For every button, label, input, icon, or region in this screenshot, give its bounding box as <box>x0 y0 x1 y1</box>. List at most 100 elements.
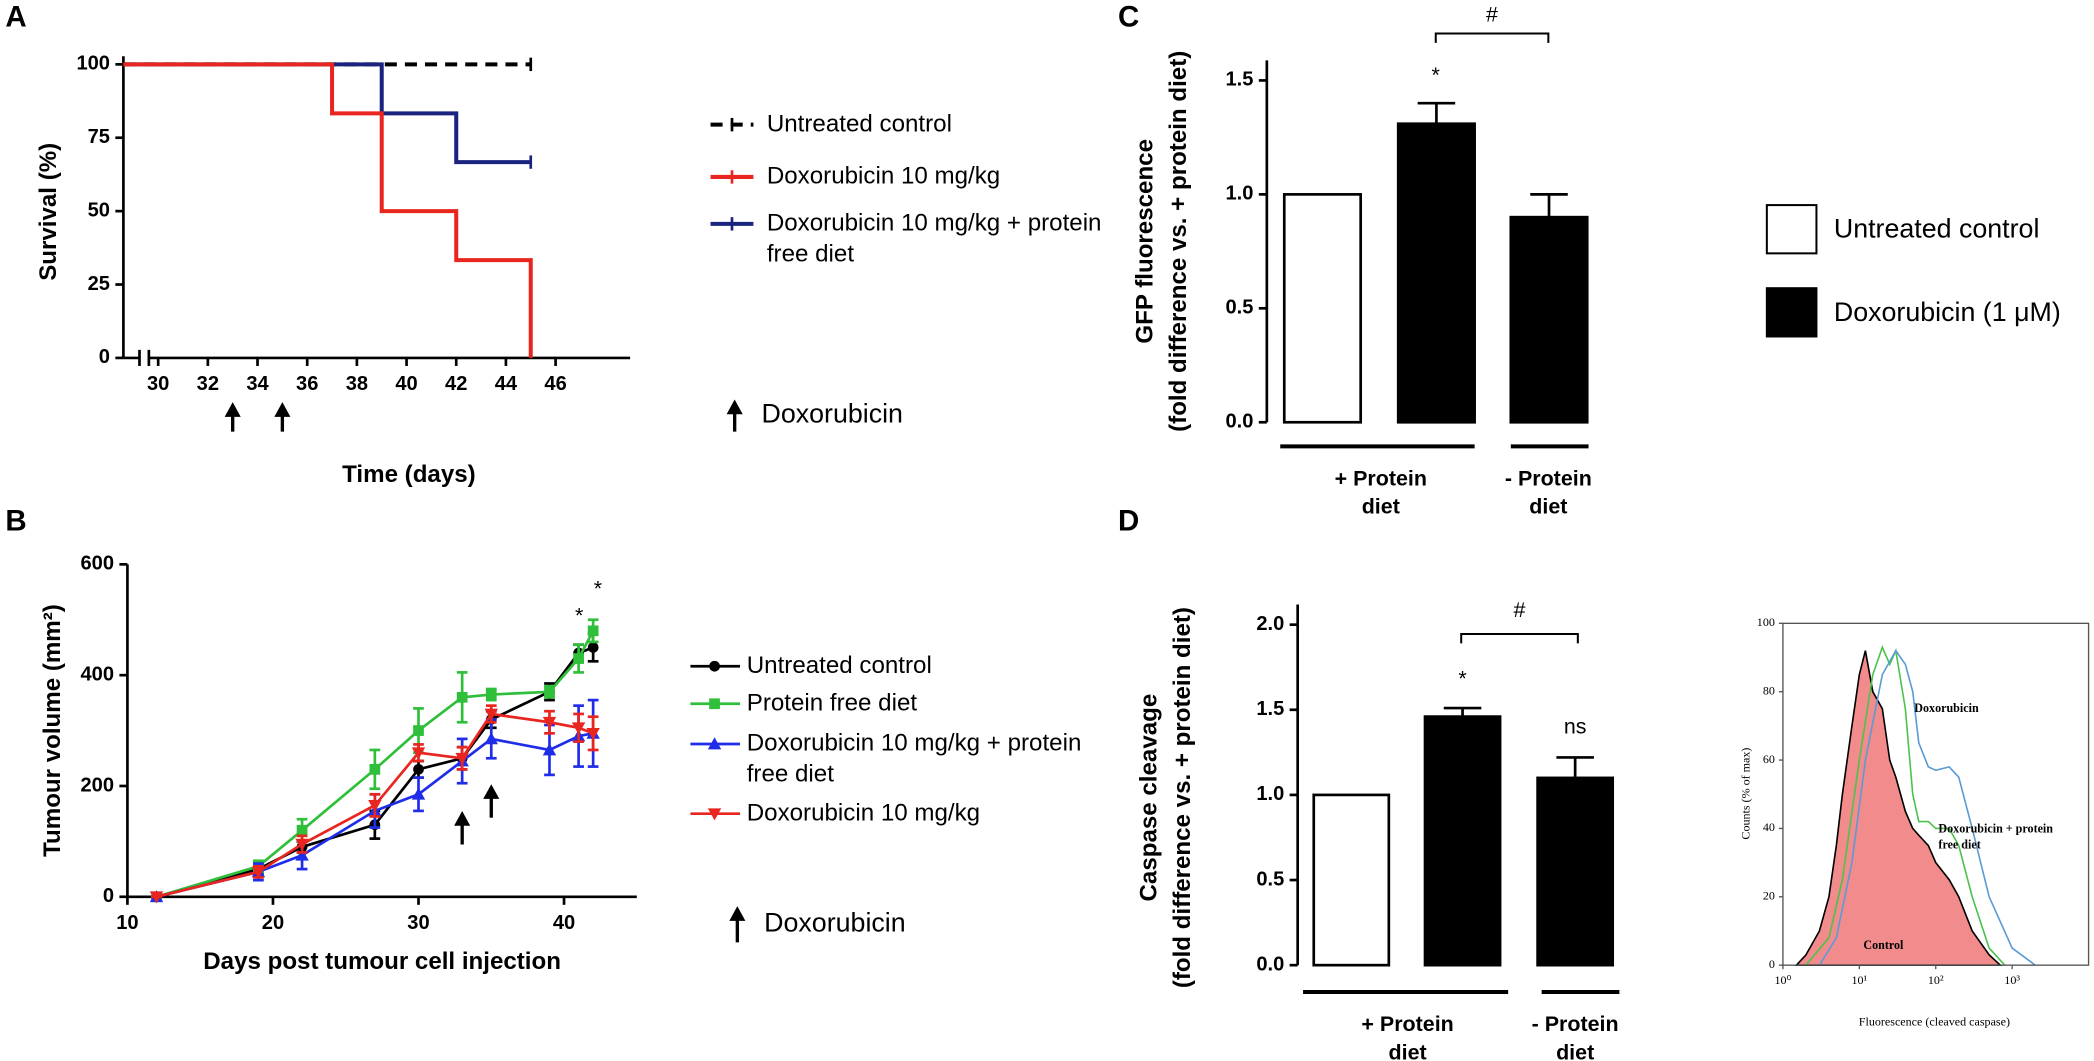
x-tick-label: 44 <box>495 373 518 395</box>
y-axis-title: (fold difference vs. + protein diet) <box>1169 607 1196 988</box>
treatment-arrow <box>454 810 471 845</box>
y-tick-label: 1.0 <box>1256 783 1284 805</box>
legend-label-text: Protein free diet <box>746 689 918 716</box>
x-tick-label: 34 <box>246 373 269 395</box>
y-axis-title: GFP fluorescence <box>1132 139 1159 344</box>
marker <box>295 838 309 851</box>
x-tick-label: 20 <box>262 912 284 934</box>
legend-label-text: Untreated control <box>746 651 932 679</box>
x-axis-title: Time (days) <box>342 461 476 488</box>
bar <box>1423 715 1502 967</box>
marker <box>484 732 498 745</box>
y-axis-title: Survival (%) <box>35 143 62 281</box>
legend-swatch <box>1765 204 1818 255</box>
legend-arrow <box>729 906 746 943</box>
y-tick-label: 75 <box>88 126 110 148</box>
marker <box>709 660 720 672</box>
marker <box>368 800 382 813</box>
curve-label-text: Doxorubicin <box>1914 701 1979 715</box>
legend-swatch <box>1765 287 1818 338</box>
histogram-curve <box>1794 650 2003 966</box>
marker <box>571 722 586 735</box>
bar <box>1312 793 1391 967</box>
arrow-head <box>274 402 291 417</box>
error-bar <box>1443 706 1482 717</box>
group-label: + Protein <box>1361 1012 1453 1036</box>
x-tick-label: 10⁰ <box>1774 973 1791 987</box>
y-tick-label: 100 <box>76 53 110 75</box>
y-tick-label: 0.5 <box>1256 868 1284 890</box>
x-axis-title: Fluorescence (cleaved caspase) <box>1859 1015 2010 1029</box>
significance-mark: * <box>1458 666 1466 690</box>
legend-arrow <box>726 399 743 432</box>
y-tick-label: 0 <box>103 885 114 907</box>
marker <box>413 725 424 736</box>
curve-label: Doxorubicin + protein free diet <box>1938 822 2053 851</box>
x-tick-label: 10¹ <box>1852 973 1868 987</box>
marker <box>413 763 424 775</box>
marker <box>484 708 498 721</box>
y-axis-title: Caspase cleavage <box>1136 694 1163 902</box>
curve-label-text: Control <box>1863 938 1904 952</box>
legend-label: Doxorubicin 10 mg/kg <box>747 799 980 826</box>
marker <box>411 787 426 800</box>
y-tick-label: 20 <box>1763 889 1775 903</box>
bracket-label: # <box>1514 598 1526 622</box>
marker <box>709 698 720 710</box>
treatment-arrow <box>274 402 291 432</box>
panel-letter: D <box>1118 505 1139 538</box>
marker <box>296 824 308 836</box>
y-tick-label: 1.5 <box>1225 69 1253 91</box>
histogram-curve <box>1805 645 2006 966</box>
x-tick-label: 10 <box>116 912 138 934</box>
legend-label: Doxorubicin 10 mg/kg <box>767 162 1000 189</box>
marker <box>573 653 584 664</box>
error-bar <box>1556 756 1594 778</box>
survival-line <box>123 62 531 165</box>
marker <box>707 737 722 750</box>
arrow-head <box>483 784 500 799</box>
y-tick-label: 200 <box>80 774 114 796</box>
x-tick-label: 42 <box>445 373 467 395</box>
marker <box>587 625 599 637</box>
legend-label: Protein free diet <box>746 689 918 716</box>
legend-label: Doxorubicin 10 mg/kg + protein free diet <box>747 729 1082 787</box>
marker <box>587 642 599 653</box>
y-tick-label: 0.0 <box>1256 953 1284 975</box>
x-tick-label: 30 <box>407 912 429 934</box>
bracket-label: # <box>1486 3 1498 27</box>
curve-label: Control <box>1863 938 1904 952</box>
bar <box>1509 215 1589 424</box>
arrow-head <box>726 399 743 415</box>
y-tick-label: 1.5 <box>1256 698 1284 720</box>
significance-mark: ns <box>1564 715 1587 739</box>
y-tick-label: 600 <box>80 553 114 575</box>
y-tick-label: 50 <box>88 199 110 221</box>
y-tick-label: 1.0 <box>1225 183 1253 205</box>
bar <box>1282 193 1363 424</box>
y-tick-label: 25 <box>88 273 110 295</box>
marker <box>586 727 600 741</box>
legend-label: Doxorubicin (1 μM) <box>1834 297 2061 327</box>
marker <box>485 689 497 700</box>
group-label: diet <box>1389 1040 1427 1061</box>
y-tick-label: 0.0 <box>1225 411 1253 433</box>
arrow-head <box>454 810 471 826</box>
marker <box>455 752 469 765</box>
treatment-arrow <box>224 402 241 432</box>
x-tick-label: 40 <box>395 373 417 395</box>
y-tick-label: 2.0 <box>1256 613 1284 635</box>
panel-letter: C <box>1118 1 1139 34</box>
legend-label: Doxorubicin 10 mg/kg + protein free diet <box>767 209 1102 267</box>
y-tick-label: 400 <box>80 663 114 685</box>
series-line <box>156 732 594 899</box>
marker <box>542 743 557 756</box>
y-tick-label: 40 <box>1763 820 1775 834</box>
marker <box>251 866 266 879</box>
significance-mark: * <box>594 576 602 600</box>
y-axis-title: Tumour volume (mm²) <box>39 604 66 857</box>
group-label: - Protein <box>1532 1012 1619 1036</box>
x-tick-label: 10² <box>1928 973 1944 987</box>
